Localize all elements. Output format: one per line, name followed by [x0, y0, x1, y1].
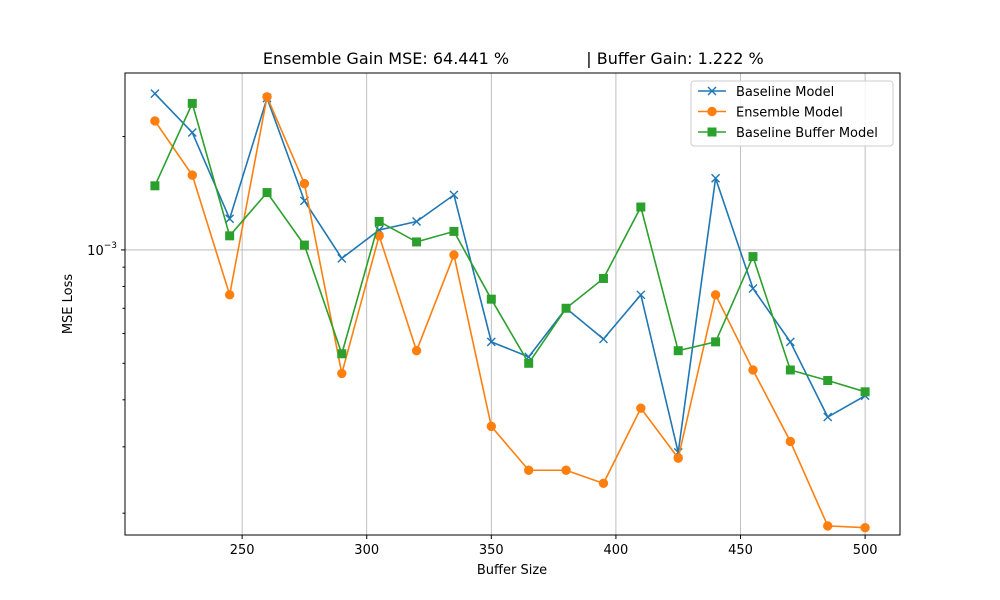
data-point: [561, 303, 571, 313]
data-point: [860, 522, 870, 533]
marker-stroke: [225, 214, 235, 224]
data-point: [187, 128, 197, 138]
data-point: [225, 231, 235, 241]
legend-entries: Baseline Model Ensemble Model Baseline Buf…: [698, 85, 878, 141]
data-point: [711, 337, 721, 347]
data-point: [449, 226, 459, 236]
y-axis-label: MSE Loss: [61, 274, 76, 335]
series-layer: [150, 89, 870, 533]
data-point: [823, 412, 833, 422]
data-point: [785, 365, 795, 375]
data-point: [748, 283, 758, 293]
data-point: [598, 273, 608, 283]
legend-marker: [707, 86, 717, 96]
data-point: [187, 170, 197, 180]
x-axis-label: Buffer Size: [477, 563, 547, 578]
legend-entry: Ensemble Model: [698, 106, 843, 121]
data-point: [337, 368, 347, 379]
data-point: [636, 202, 646, 212]
data-point: [711, 173, 721, 183]
data-point: [412, 216, 422, 226]
data-point: [412, 237, 422, 247]
series-ensemble-model: [150, 92, 870, 533]
x-tick-label: 300: [354, 543, 379, 558]
legend: Baseline Model Ensemble Model Baseline Buf…: [690, 80, 894, 147]
y-tick-label: 10−3: [87, 241, 117, 259]
legend-box: [690, 80, 894, 147]
marker-stroke: [711, 173, 721, 183]
x-tick-label: 350: [479, 543, 504, 558]
grid-layer: [125, 73, 900, 535]
data-point: [150, 181, 160, 191]
data-point: [636, 403, 646, 413]
data-point: [150, 116, 160, 126]
data-point: [411, 346, 422, 356]
data-point: [486, 421, 497, 432]
data-point: [823, 521, 833, 531]
legend-label: Ensemble Model: [736, 106, 843, 121]
data-point: [524, 358, 534, 368]
marker-stroke: [449, 190, 459, 200]
marker-stroke: [337, 253, 347, 263]
x-tick-label: 450: [728, 543, 753, 558]
marker-stroke: [598, 334, 608, 344]
data-point: [748, 365, 758, 375]
data-point: [598, 334, 608, 344]
series-line: [154, 101, 866, 393]
data-point: [449, 250, 459, 260]
data-point: [449, 190, 459, 200]
data-point: [262, 92, 272, 102]
legend-marker: [707, 106, 717, 117]
chart-title-right: | Buffer Gain: 1.222 %: [586, 49, 763, 68]
legend-entry: Baseline Model: [698, 85, 834, 100]
x-tick-label: 400: [604, 543, 629, 558]
data-point: [486, 294, 496, 304]
data-point: [673, 346, 683, 356]
data-point: [636, 290, 646, 300]
data-point: [224, 290, 235, 300]
data-point: [710, 290, 721, 300]
marker-stroke: [707, 86, 717, 96]
data-point: [374, 216, 384, 226]
data-point: [823, 376, 833, 386]
chart-title-left: Ensemble Gain MSE: 64.441 %: [263, 49, 509, 68]
x-tick-label: 500: [853, 543, 878, 558]
data-point: [486, 337, 496, 347]
data-point: [598, 478, 609, 489]
data-point: [225, 214, 235, 224]
marker-stroke: [748, 283, 758, 293]
marker-stroke: [636, 290, 646, 300]
legend-marker: [707, 127, 717, 137]
data-point: [785, 337, 795, 347]
data-point: [187, 98, 197, 108]
legend-label: Baseline Model: [736, 85, 834, 100]
marker-stroke: [187, 128, 197, 138]
data-point: [337, 349, 347, 359]
marker-stroke: [150, 89, 160, 99]
data-point: [673, 453, 683, 463]
series-baseline-buffer-model: [150, 98, 870, 397]
x-tick-label: 250: [230, 543, 255, 558]
data-point: [299, 178, 310, 189]
data-point: [748, 252, 758, 262]
data-point: [150, 89, 160, 99]
data-point: [262, 188, 272, 198]
marker-stroke: [486, 337, 496, 347]
marker-stroke: [785, 337, 795, 347]
plot-frame: [124, 72, 901, 536]
data-point: [785, 436, 796, 447]
tick-layer: 250 300 350 400 450 500 10−3: [87, 136, 878, 558]
legend-entry: Baseline Buffer Model: [698, 126, 878, 141]
data-point: [860, 387, 870, 397]
marker-stroke: [412, 216, 422, 226]
marker-stroke: [823, 412, 833, 422]
data-point: [337, 253, 347, 263]
data-point: [299, 240, 309, 250]
legend-label: Baseline Buffer Model: [736, 126, 878, 141]
series-line: [154, 94, 866, 529]
data-point: [523, 465, 534, 475]
data-point: [561, 465, 571, 475]
